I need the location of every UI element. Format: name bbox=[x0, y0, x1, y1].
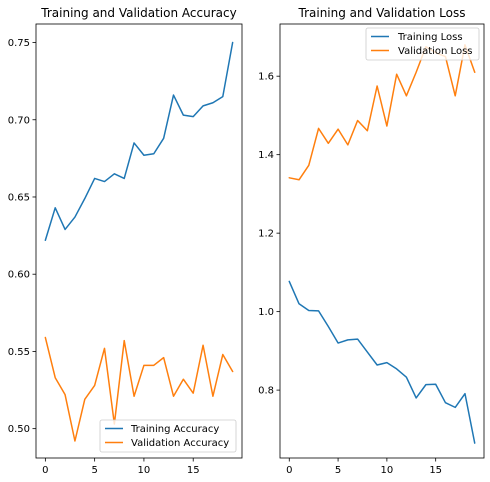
accuracy-y-tick-label: 0.70 bbox=[8, 115, 30, 126]
legend-label-training-loss: Training Loss bbox=[397, 32, 463, 43]
series-line-training-accuracy bbox=[44, 41, 234, 241]
series-line-validation-loss bbox=[288, 44, 476, 181]
legend-label-validation-accuracy: Validation Accuracy bbox=[131, 438, 229, 449]
loss-x-tick-label: 0 bbox=[286, 465, 292, 476]
accuracy-plot-area: 0 5 10 15 0.50 0.55 0.60 0.65 0.70 0.75 bbox=[8, 38, 234, 476]
loss-chart: Training and Validation Loss 0 5 10 15 0.8 1.… bbox=[258, 6, 485, 476]
loss-legend: Training Loss Validation Loss bbox=[365, 27, 480, 61]
accuracy-legend: Training Accuracy Validation Accuracy bbox=[99, 419, 237, 453]
loss-y-tick-label: 1.2 bbox=[258, 229, 274, 240]
accuracy-y-tick-label: 0.75 bbox=[8, 38, 30, 49]
loss-y-tick-label: 1.4 bbox=[258, 150, 274, 161]
accuracy-x-tick-label: 0 bbox=[42, 465, 48, 476]
loss-x-tick-label: 10 bbox=[381, 465, 394, 476]
series-line-validation-accuracy bbox=[44, 336, 234, 442]
loss-x-tick-label: 15 bbox=[429, 465, 442, 476]
series-line-training-loss bbox=[288, 280, 476, 444]
accuracy-x-tick-label: 15 bbox=[187, 465, 200, 476]
loss-y-tick-label: 0.8 bbox=[258, 386, 274, 397]
accuracy-y-tick-label: 0.55 bbox=[8, 347, 30, 358]
loss-y-tick-label: 1.0 bbox=[258, 307, 274, 318]
loss-plot-area: 0 5 10 15 0.8 1.0 1.2 1.4 1.6 bbox=[258, 44, 476, 476]
chart-title: Training and Validation Accuracy bbox=[40, 6, 236, 20]
accuracy-x-tick-label: 5 bbox=[91, 465, 97, 476]
legend-box bbox=[365, 27, 480, 61]
loss-axes-frame bbox=[279, 23, 485, 459]
legend-label-training-accuracy: Training Accuracy bbox=[130, 424, 219, 435]
accuracy-y-tick-label: 0.60 bbox=[8, 270, 30, 281]
accuracy-x-tick-label: 10 bbox=[138, 465, 151, 476]
chart-title: Training and Validation Loss bbox=[298, 6, 466, 20]
accuracy-y-tick-label: 0.50 bbox=[8, 424, 30, 435]
loss-x-tick-label: 5 bbox=[335, 465, 341, 476]
accuracy-axes-frame bbox=[35, 23, 243, 459]
accuracy-y-tick-label: 0.65 bbox=[8, 192, 30, 203]
legend-label-validation-loss: Validation Loss bbox=[398, 46, 473, 57]
accuracy-chart: Training and Validation Accuracy 0 5 10 150… bbox=[8, 6, 243, 476]
legend-box bbox=[99, 419, 237, 453]
loss-y-tick-label: 1.6 bbox=[258, 72, 274, 83]
